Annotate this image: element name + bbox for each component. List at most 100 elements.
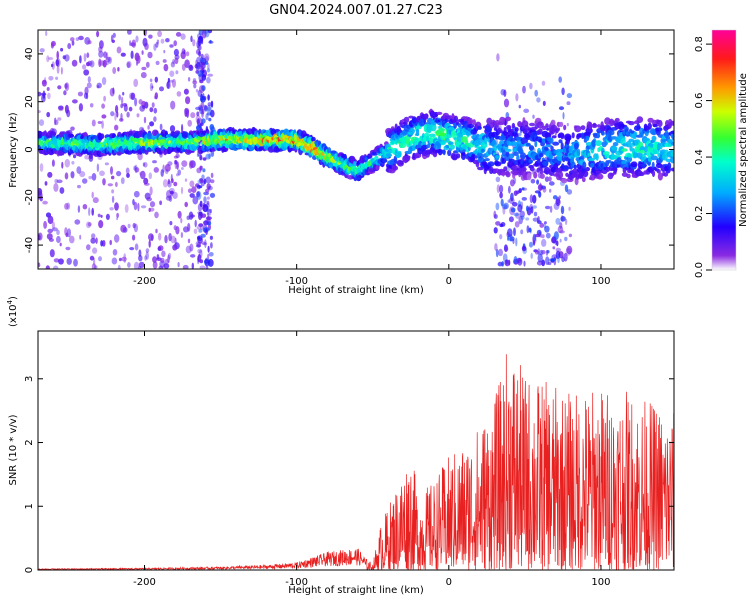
spectrogram-noise-cell (201, 213, 207, 218)
spectrogram-noise-cell (140, 72, 147, 79)
spectrogram-noise-cell (532, 114, 535, 119)
spectrogram-ridge-cell (453, 137, 458, 141)
spectrogram-noise-cell (134, 167, 140, 173)
spectrogram-noise-cell (60, 67, 63, 75)
spectrogram-noise-cell (97, 121, 103, 124)
spectrogram-ridge-cell (453, 115, 459, 124)
spectrogram-ridge-cell (652, 123, 658, 128)
spectrogram-noise-cell (130, 50, 134, 59)
spectrogram-noise-cell (87, 76, 91, 83)
spectrogram-noise-cell (518, 188, 522, 194)
spectrogram-noise-cell (174, 57, 179, 65)
spectrogram-noise-cell (537, 253, 543, 263)
spectrogram-noise-cell (532, 205, 537, 209)
spectrogram-ridge-cell (528, 159, 533, 164)
spectrogram-ridge-cell (671, 142, 674, 146)
spectrogram-noise-cell (119, 118, 124, 122)
spectrogram-ridge-cell (206, 130, 210, 134)
spectrogram-noise-cell (548, 258, 554, 262)
spectrogram-noise-cell (170, 61, 176, 68)
spectrogram-noise-cell (513, 256, 518, 265)
spectrogram-noise-cell (79, 171, 86, 178)
spectrogram-noise-cell (71, 161, 75, 165)
spectrogram-noise-cell (545, 232, 551, 239)
spectrogram-noise-cell (111, 257, 118, 265)
spectrogram-noise-cell (136, 113, 140, 118)
spectrogram-noise-cell (51, 61, 55, 70)
spectrogram-noise-cell (196, 118, 200, 126)
spectrogram-noise-cell (126, 173, 130, 178)
spectrogram-noise-cell (513, 212, 519, 217)
colorbar: 0.0 0.2 0.4 0.6 0.8 Normalized spectral ampl… (694, 29, 749, 278)
spectrogram-noise-cell (82, 204, 88, 210)
snr-ytick-label: 3 (24, 376, 35, 382)
spectrogram-ridge-cell (409, 127, 415, 135)
spectrogram-noise-cell (147, 125, 150, 130)
spectrogram-ridge-cell (606, 159, 612, 164)
spectrogram-noise-cell (172, 58, 175, 65)
spectrogram-ridge-cell (385, 153, 393, 157)
spectrogram-noise-cell (504, 259, 511, 267)
spectrogram-noise-cell (155, 60, 160, 66)
spectrogram-noise-cell (77, 205, 81, 213)
spectrogram-noise-cell (543, 223, 546, 229)
spectrogram-ridge-cell (618, 146, 624, 154)
spectrogram-noise-cell (493, 210, 497, 219)
spectrogram-noise-cell (140, 170, 146, 180)
spectrogram-noise-cell (56, 65, 60, 74)
spectrogram-noise-cell (121, 256, 127, 262)
spectrogram-noise-cell (47, 228, 53, 234)
spectrogram-noise-cell (115, 105, 119, 114)
spectrogram-noise-cell (520, 215, 525, 220)
spectrogram-noise-cell (141, 50, 144, 55)
spectrogram-ridge-cell (477, 125, 482, 130)
spectrogram-noise-cell (495, 248, 499, 258)
spectrogram-noise-cell (183, 88, 189, 95)
spectrogram-noise-cell (91, 207, 94, 216)
spectrogram-noise-cell (189, 243, 194, 252)
spectrogram-noise-cell (153, 167, 159, 173)
spectrogram-noise-cell (143, 30, 147, 37)
spectrogram-ridge-cell (636, 116, 644, 123)
spectrogram-noise-cell (510, 192, 514, 202)
spectrogram-ridge-cell (628, 138, 635, 143)
spectrogram-noise-cell (172, 244, 178, 251)
spectrogram-noise-cell (520, 229, 524, 235)
figure-title: GN04.2024.007.01.27.C23 (269, 3, 443, 18)
spectrogram-noise-cell (507, 235, 510, 241)
spectrogram-noise-cell (152, 160, 157, 164)
spectrogram-noise-cell (96, 30, 100, 38)
spectrogram-ridge-cell (671, 133, 674, 141)
spectrogram-noise-cell (53, 258, 60, 263)
spectrogram-noise-cell (197, 41, 202, 46)
spectrogram-noise-cell (79, 55, 82, 64)
spectrogram-ridge-cell (440, 141, 447, 145)
spectrogram-ridge-cell (414, 137, 420, 145)
spectrogram-noise-cell (532, 240, 536, 246)
spectrogram-noise-cell (544, 176, 550, 182)
spectrogram-noise-cell (564, 218, 568, 225)
spectrogram-ridge-cell (585, 167, 590, 172)
spectrogram-noise-cell (109, 239, 112, 246)
spectrogram-noise-cell (124, 204, 129, 213)
spectrogram-ridge-cell (467, 123, 475, 129)
spectrogram-noise-cell (123, 253, 126, 261)
spectrogram-noise-cell (557, 225, 564, 234)
spectrogram-noise-cell (181, 160, 188, 168)
spectrogram-ridge-cell (582, 161, 587, 169)
spectrogram-ridge-cell (528, 145, 535, 151)
spectrogram-noise-cell (534, 89, 538, 97)
spectrogram-noise-cell (543, 221, 547, 225)
spectrogram-noise-cell (155, 42, 159, 48)
spectrogram-noise-cell (110, 111, 115, 117)
spectrogram-noise-cell (201, 108, 205, 115)
spectrogram-noise-cell (149, 78, 153, 83)
spectrogram-ridge-cell (597, 124, 601, 128)
spectrogram-ridge-cell (595, 153, 599, 161)
spectrogram-noise-cell (42, 200, 48, 205)
spectrogram-ridge-cell (545, 144, 552, 148)
spectrogram-noise-cell (144, 255, 147, 261)
spectrogram-noise-cell (196, 153, 199, 157)
spectrogram-ridge-cell (657, 172, 664, 181)
spectrogram-noise-cell (133, 78, 139, 88)
